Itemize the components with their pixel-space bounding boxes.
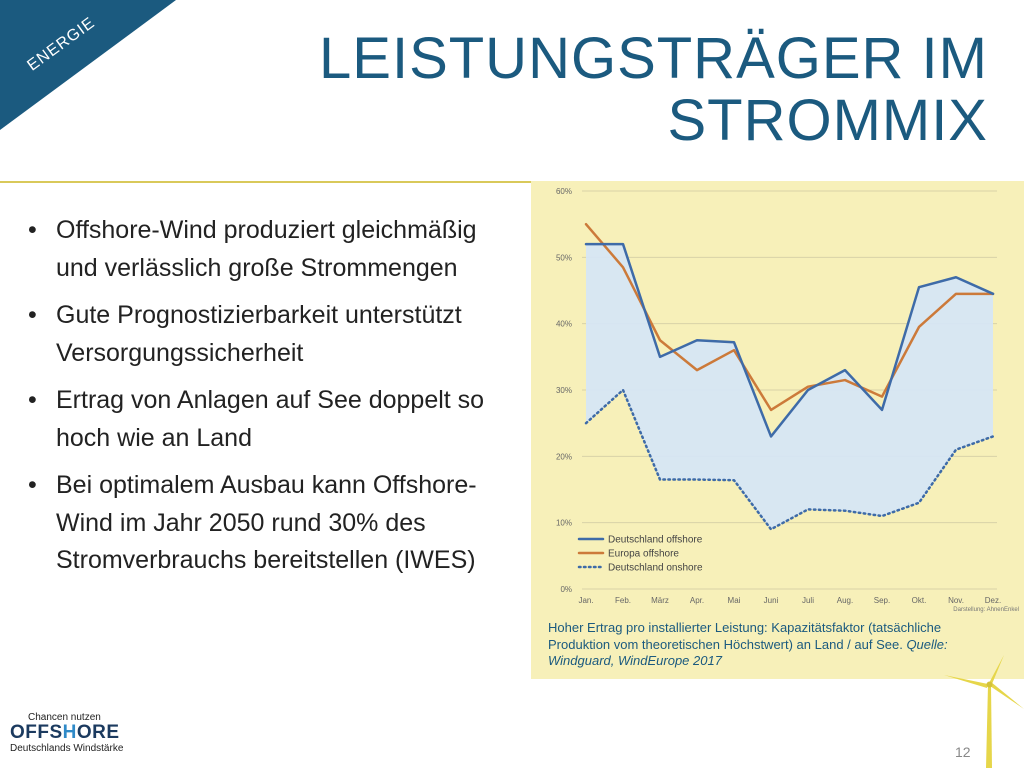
y-tick-label: 60% xyxy=(556,187,572,196)
page-title-line2: STROMMIX xyxy=(667,88,988,153)
bullet-item: Bei optimalem Ausbau kann Offshore-Wind … xyxy=(26,467,516,580)
logo-tagline: Chancen nutzen xyxy=(28,712,101,723)
bullet-item: Offshore-Wind produziert gleichmäßig und… xyxy=(26,212,516,287)
x-tick-label: Jan. xyxy=(578,596,593,605)
x-tick-label: Feb. xyxy=(615,596,631,605)
y-tick-label: 50% xyxy=(556,253,572,262)
series-line-europa-offshore xyxy=(584,222,995,412)
page-number: 12 xyxy=(955,744,971,760)
y-tick-label: 30% xyxy=(556,386,572,395)
y-tick-label: 20% xyxy=(556,452,572,461)
legend-label: Europa offshore xyxy=(608,549,679,560)
capacity-factor-chart: 0% 10% 20% 30% 40% 50% 60% Jan. Feb. März Apr. Mai J… xyxy=(556,187,1019,613)
bullet-list: Offshore-Wind produziert gleichmäßig und… xyxy=(26,212,516,590)
bullet-item: Gute Prognostizierbarkeit unterstützt Ve… xyxy=(26,297,516,372)
y-tick-label: 10% xyxy=(556,519,572,528)
legend-label: Deutschland onshore xyxy=(608,563,703,574)
title-divider xyxy=(0,181,1024,183)
x-tick-label: Mai xyxy=(728,596,741,605)
series-line-deutschland-offshore xyxy=(584,242,995,438)
x-tick-label: Juli xyxy=(802,596,814,605)
offshore-onshore-gap-area xyxy=(586,244,993,530)
x-tick-label: Aug. xyxy=(837,596,853,605)
page-title-line1: LEISTUNGSTRÄGER IM xyxy=(319,26,988,91)
x-tick-label: Apr. xyxy=(690,596,704,605)
series-line-deutschland-onshore xyxy=(584,388,995,531)
chart-caption: Hoher Ertrag pro installierter Leistung:… xyxy=(548,620,968,670)
chart-panel: 0% 10% 20% 30% 40% 50% 60% Jan. Feb. März Apr. Mai J… xyxy=(531,181,1024,679)
x-tick-label: März xyxy=(651,596,669,605)
caption-source: Quelle: Windguard, WindEurope 2017 xyxy=(548,636,948,669)
caption-text: Hoher Ertrag pro installierter Leistung:… xyxy=(548,620,942,652)
legend-label: Deutschland offshore xyxy=(608,535,703,546)
logo-wordmark: OFFSHORE xyxy=(10,722,120,743)
x-tick-label: Okt. xyxy=(912,596,927,605)
bullet-item: Ertrag von Anlagen auf See doppelt so ho… xyxy=(26,382,516,457)
x-tick-label: Nov. xyxy=(948,596,964,605)
x-tick-label: Dez. xyxy=(985,596,1001,605)
energie-corner-banner: ENERGIE xyxy=(0,0,176,130)
offshore-logo: Chancen nutzen OFFSHORE Deutschlands Win… xyxy=(10,712,130,762)
y-tick-label: 40% xyxy=(556,320,572,329)
y-tick-label: 0% xyxy=(560,585,572,594)
logo-subtitle: Deutschlands Windstärke xyxy=(10,743,124,754)
x-tick-label: Sep. xyxy=(874,596,890,605)
page-title: LEISTUNGSTRÄGER IM STROMMIX xyxy=(228,28,988,152)
chart-credit-note: Darstellung: AhnenEnkel xyxy=(953,607,1019,613)
x-tick-label: Juni xyxy=(764,596,779,605)
wind-turbine-icon xyxy=(944,655,1024,768)
